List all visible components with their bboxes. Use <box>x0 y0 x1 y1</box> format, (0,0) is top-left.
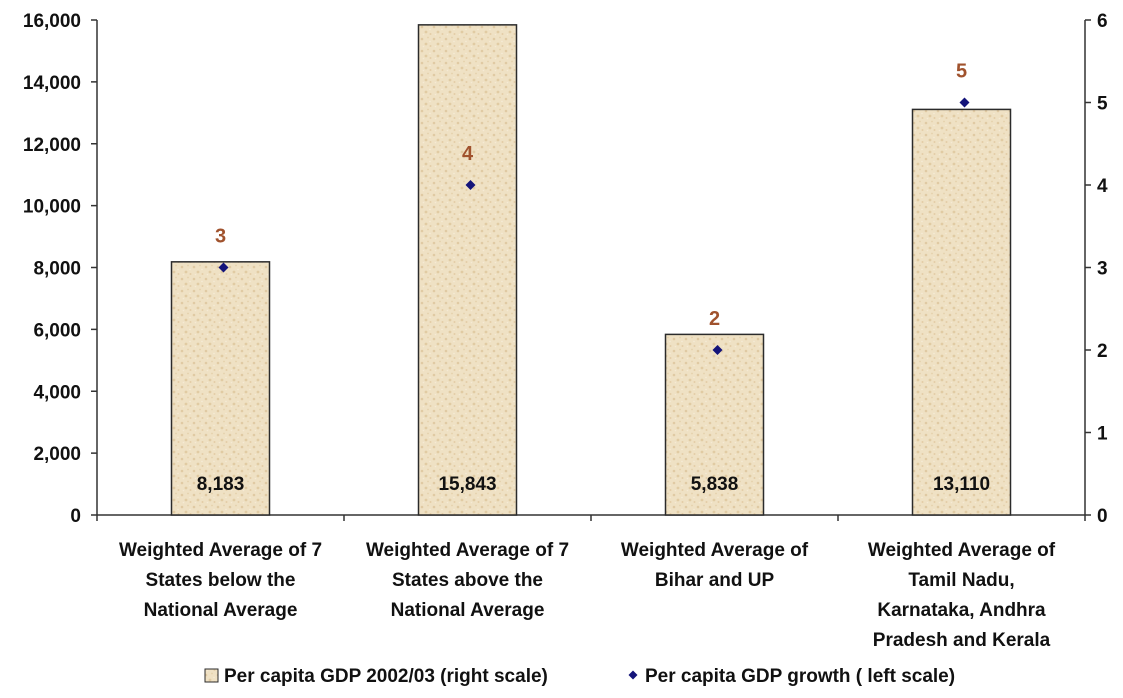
bar[interactable] <box>170 261 271 516</box>
right-axis-tick-label: 4 <box>1097 176 1108 197</box>
bar-value-label: 13,110 <box>933 474 990 495</box>
category-label: Weighted Average of Bihar and UP <box>621 540 809 591</box>
left-axis-tick-label: 16,000 <box>23 11 81 32</box>
point-marker[interactable] <box>712 345 723 355</box>
right-axis-tick-label: 2 <box>1097 341 1108 362</box>
category-label-line: Weighted Average of 7 <box>366 540 569 561</box>
right-axis-tick-label: 3 <box>1097 259 1108 280</box>
category-label-line: Tamil Nadu, <box>908 570 1014 591</box>
right-axis-tick-label: 0 <box>1097 506 1108 527</box>
bar-value-label: 8,183 <box>197 474 245 495</box>
category-label-line: Bihar and UP <box>655 570 775 591</box>
category-label-line: National Average <box>391 600 545 621</box>
bar[interactable] <box>664 333 765 516</box>
left-axis-tick-label: 2,000 <box>33 444 81 465</box>
bar[interactable] <box>417 24 518 516</box>
left-axis-tick-label: 14,000 <box>23 73 81 94</box>
legend-bar-label: Per capita GDP 2002/03 (right scale) <box>224 666 548 687</box>
bar[interactable] <box>911 108 1012 516</box>
point-marker[interactable] <box>218 262 229 273</box>
legend-point-label: Per capita GDP growth ( left scale) <box>645 666 955 687</box>
category-label-line: Weighted Average of 7 <box>119 540 322 561</box>
left-axis-tick-label: 12,000 <box>23 135 81 156</box>
left-axis-tick-label: 10,000 <box>23 197 81 218</box>
category-label: Weighted Average of 7 States above the Nat… <box>366 540 569 621</box>
category-label-line: National Average <box>144 600 298 621</box>
point-marker[interactable] <box>465 180 476 190</box>
legend-bar-swatch <box>204 668 219 683</box>
category-label-line: States above the <box>392 570 543 591</box>
point-value-label: 4 <box>462 143 474 165</box>
category-label-line: States below the <box>146 570 296 591</box>
category-label-line: Weighted Average of <box>621 540 809 561</box>
category-label-line: Weighted Average of <box>868 540 1056 561</box>
left-axis-tick-label: 8,000 <box>33 259 81 280</box>
category-label-line: Pradesh and Kerala <box>873 630 1051 651</box>
left-axis-tick-label: 6,000 <box>33 320 81 341</box>
point-marker[interactable] <box>959 97 970 108</box>
bar-value-label: 5,838 <box>691 474 739 495</box>
left-axis-tick-label: 0 <box>70 506 81 527</box>
category-label: Weighted Average of Tamil Nadu, Karnataka,… <box>868 540 1056 651</box>
point-value-label: 5 <box>956 61 967 83</box>
right-axis-tick-label: 5 <box>1097 94 1108 115</box>
point-value-label: 2 <box>709 308 720 330</box>
right-axis-tick-label: 1 <box>1097 424 1108 445</box>
right-axis-tick-label: 6 <box>1097 11 1108 32</box>
legend-point-swatch <box>628 670 638 680</box>
point-value-label: 3 <box>215 226 226 248</box>
category-label-line: Karnataka, Andhra <box>877 600 1046 621</box>
category-label: Weighted Average of 7 States below the Nat… <box>119 540 322 621</box>
left-axis-tick-label: 4,000 <box>33 382 81 403</box>
bar-value-label: 15,843 <box>438 474 496 495</box>
